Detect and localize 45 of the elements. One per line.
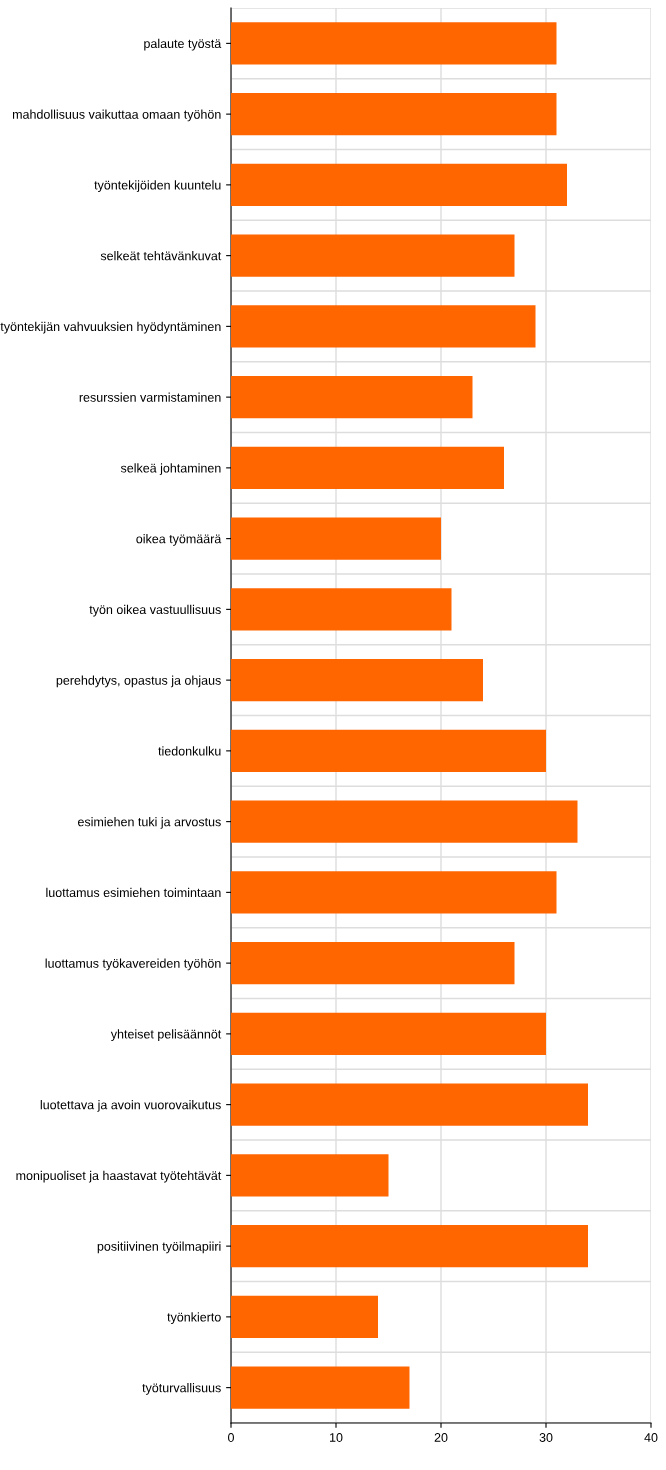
y-tick-label: yhteiset pelisäännöt (110, 1029, 222, 1041)
bar (231, 234, 515, 277)
y-tick-label: selkeät tehtävänkuvat (100, 251, 222, 261)
y-tick-label: perehdytys, opastus ja ohjaus (56, 675, 221, 688)
y-tick-label: mahdollisuus vaikuttaa omaan työhön (12, 109, 221, 122)
y-tick-label: esimiehen tuki ja arvostus (78, 817, 221, 829)
y-tick-label: luottamus esimiehen toimintaan (46, 887, 221, 898)
y-tick-label: luottamus työkavereiden työhön (45, 958, 221, 971)
bar (231, 1012, 546, 1056)
bar (231, 588, 452, 631)
y-tick-label: tiedonkulku (158, 746, 221, 756)
bar (231, 1224, 588, 1268)
x-tick-label: 40 (644, 1433, 658, 1442)
y-tick-label: palaute työstä (144, 38, 222, 51)
y-tick-label: monipuoliset ja haastavat työtehtävät (16, 1170, 222, 1183)
y-tick-label: työn oikea vastuullisuus (89, 604, 221, 617)
bar (231, 22, 557, 65)
bar (231, 92, 557, 136)
bar (231, 1366, 410, 1409)
bar (231, 446, 504, 490)
bar (231, 1295, 378, 1339)
y-tick-label: työntekijän vahvuuksien hyödyntäminen (0, 321, 221, 334)
bar (231, 729, 546, 773)
bar (231, 1083, 588, 1126)
y-tick-label: oikea työmäärä (136, 534, 222, 546)
y-tick-label: työnkierto (167, 1312, 221, 1324)
bar (231, 1154, 389, 1197)
x-tick-label: 10 (330, 1433, 343, 1442)
bar (231, 375, 473, 419)
y-tick-label: resurssien varmistaminen (79, 392, 221, 402)
bar (231, 871, 557, 914)
y-tick-label: työntekijöiden kuuntelu (94, 180, 221, 192)
bar (231, 305, 536, 348)
y-tick-label: selkeä johtaminen (120, 463, 221, 475)
y-tick-label: työturvallisuus (142, 1383, 221, 1395)
x-tick-label: 0 (228, 1433, 234, 1442)
bar (231, 941, 515, 985)
bar (231, 517, 441, 560)
bar (231, 658, 483, 702)
x-tick-label: 20 (434, 1433, 448, 1442)
y-tick-label: luotettava ja avoin vuorovaikutus (40, 1100, 221, 1112)
bar (231, 163, 567, 207)
bar (231, 800, 578, 843)
x-tick-label: 30 (539, 1433, 553, 1442)
y-tick-label: positiivinen työilmapiiri (97, 1241, 221, 1254)
